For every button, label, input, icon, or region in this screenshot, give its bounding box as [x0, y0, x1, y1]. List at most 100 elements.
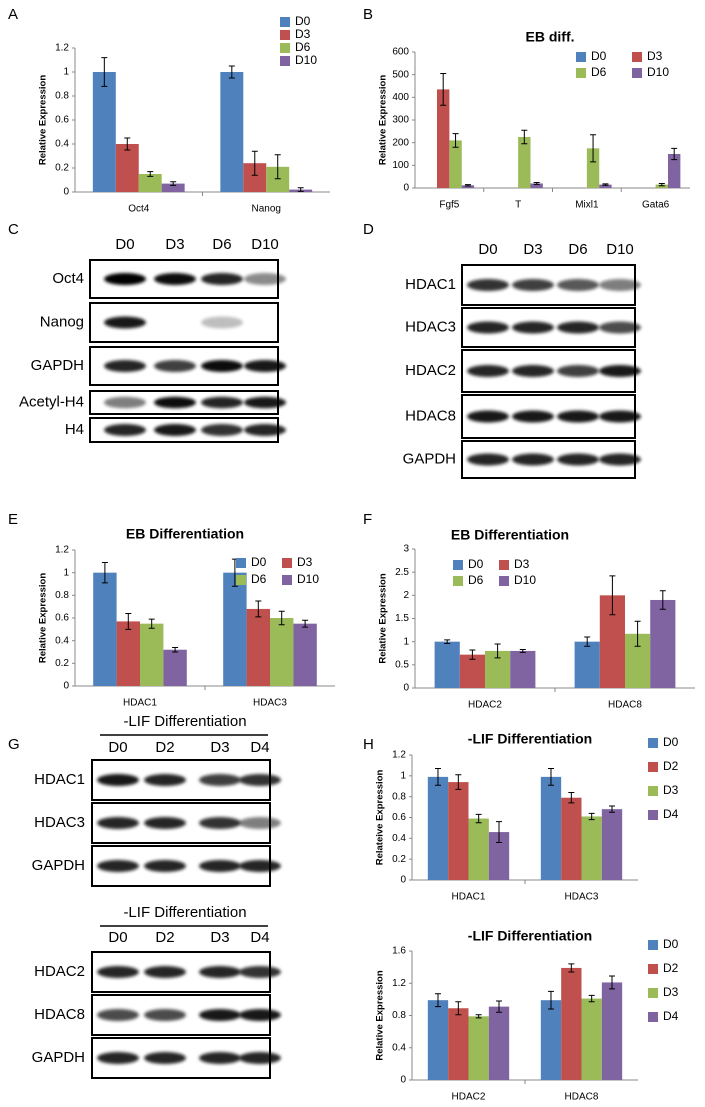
- chart-title: -LIF Differentiation: [468, 731, 592, 747]
- blot-band: [239, 1052, 281, 1064]
- bar: [518, 137, 531, 188]
- blot-row-label: HDAC8: [34, 1006, 85, 1023]
- error-bar: [671, 147, 678, 161]
- x-tick-label: Mixl1: [575, 200, 599, 211]
- legend-swatch: [648, 940, 658, 950]
- bar: [561, 797, 582, 880]
- error-bar: [101, 561, 108, 584]
- bar: [459, 654, 485, 688]
- error-bar: [255, 600, 262, 618]
- error-bar: [101, 57, 108, 87]
- bar: [448, 782, 469, 880]
- x-tick-label: HDAC1: [123, 698, 157, 709]
- blot-band: [244, 360, 286, 372]
- legend-label: D6: [591, 65, 607, 79]
- legend-label: D3: [295, 27, 311, 41]
- bar: [650, 599, 676, 688]
- y-tick-label: 0.8: [55, 590, 69, 601]
- blot-band: [144, 1009, 186, 1021]
- legend-label: D0: [468, 557, 484, 571]
- blot-band: [201, 316, 243, 329]
- blot-row-label: Nanog: [40, 313, 84, 330]
- y-tick-label: 0.4: [55, 139, 69, 150]
- blot-band: [199, 1052, 241, 1064]
- blot-band: [239, 817, 281, 829]
- bar: [427, 1000, 449, 1080]
- error-bar: [434, 768, 441, 786]
- bar: [434, 641, 460, 688]
- blot-band: [201, 396, 243, 409]
- legend-swatch: [648, 738, 658, 748]
- legend-label: D10: [647, 65, 669, 79]
- y-tick-label: 1.2: [392, 750, 406, 761]
- y-tick-label: 200: [392, 137, 409, 148]
- legend-swatch: [648, 810, 658, 820]
- error-bar: [302, 619, 309, 628]
- legend-label: D4: [663, 1009, 679, 1023]
- panel-label: A: [8, 6, 18, 23]
- y-tick-label: 0.4: [392, 833, 406, 844]
- blot-band: [599, 321, 641, 334]
- error-bar: [455, 1001, 462, 1016]
- blot-band: [239, 1009, 281, 1021]
- legend-swatch: [453, 560, 463, 570]
- bar: [468, 1016, 489, 1080]
- y-tick-label: 0: [63, 187, 69, 198]
- legend-label: D3: [514, 557, 530, 571]
- blot-band: [104, 396, 146, 409]
- blot-title: -LIF Differentiation: [123, 904, 246, 921]
- bar: [93, 572, 117, 686]
- blot-band: [199, 1009, 241, 1021]
- bar: [266, 166, 290, 192]
- error-bar: [568, 963, 575, 973]
- legend-label: D2: [663, 961, 679, 975]
- legend-label: D3: [663, 985, 679, 999]
- blot-band: [599, 410, 641, 423]
- blot-band: [599, 279, 641, 291]
- blot-band: [512, 321, 554, 334]
- bar: [220, 72, 244, 192]
- bar: [574, 641, 600, 688]
- blot-band: [199, 774, 241, 786]
- y-tick-label: 0.6: [392, 812, 406, 823]
- error-bar: [634, 620, 641, 647]
- error-bar: [278, 610, 285, 626]
- y-axis-label: Relative Expression: [378, 75, 389, 165]
- bar: [530, 183, 543, 188]
- error-bar: [659, 590, 666, 610]
- y-tick-label: 500: [392, 69, 409, 80]
- lane-label: D4: [250, 739, 269, 756]
- legend-label: D0: [663, 735, 679, 749]
- y-tick-label: 3: [403, 544, 409, 555]
- blot-band: [239, 966, 281, 978]
- bar: [243, 163, 267, 192]
- blot-band: [467, 321, 509, 334]
- bar: [668, 154, 681, 188]
- y-tick-label: 0.6: [55, 613, 69, 624]
- error-bar: [609, 575, 616, 616]
- blot-band: [97, 860, 139, 872]
- y-tick-label: 300: [392, 115, 409, 126]
- bar: [163, 649, 187, 686]
- error-bar: [469, 649, 476, 660]
- bar: [586, 148, 600, 188]
- x-tick-label: HDAC3: [253, 698, 287, 709]
- legend-swatch: [648, 988, 658, 998]
- blot-row-label: HDAC3: [405, 318, 456, 335]
- x-tick-label: HDAC8: [608, 700, 642, 711]
- y-tick-label: 2: [403, 590, 409, 601]
- bar: [116, 621, 140, 686]
- blot-band: [467, 453, 509, 466]
- lane-label: D3: [165, 236, 184, 253]
- bar: [140, 623, 164, 686]
- bar: [161, 183, 185, 192]
- blot-row-label: HDAC2: [405, 362, 456, 379]
- bar: [601, 982, 623, 1080]
- x-tick-label: Nanog: [252, 204, 281, 215]
- legend-swatch: [499, 576, 509, 586]
- x-tick-label: Oct4: [128, 204, 150, 215]
- bar: [115, 144, 139, 192]
- legend-swatch: [632, 68, 642, 78]
- error-bar: [228, 65, 235, 79]
